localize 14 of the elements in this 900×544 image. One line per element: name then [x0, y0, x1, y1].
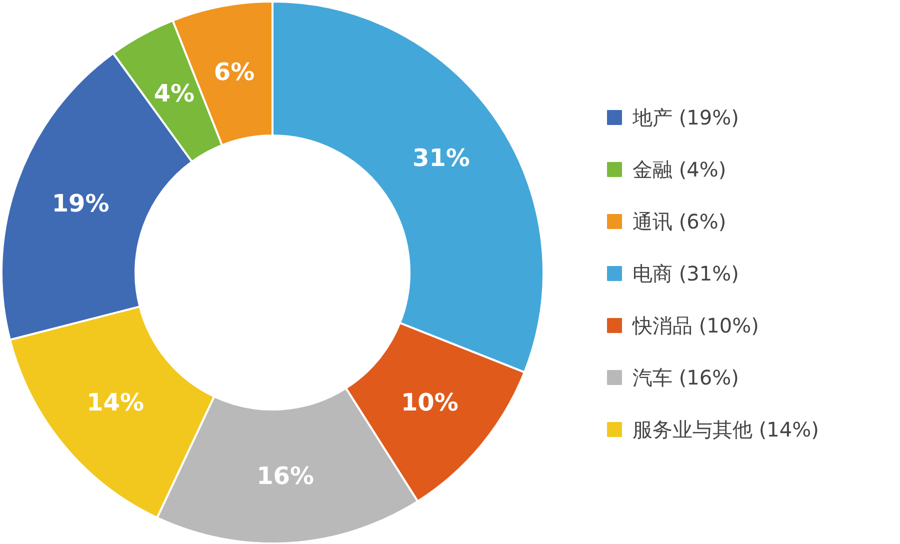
legend-label: 电商 (31%)	[632, 262, 739, 286]
legend-label: 通讯 (6%)	[632, 210, 726, 234]
data-label: 19%	[52, 189, 110, 218]
data-label: 31%	[412, 144, 470, 172]
legend-label: 快消品 (10%)	[632, 314, 759, 338]
legend-label: 地产 (19%)	[632, 106, 739, 130]
data-label: 10%	[400, 388, 458, 417]
legend-label: 金融 (4%)	[632, 158, 726, 182]
legend-label: 汽车 (16%)	[632, 366, 739, 390]
data-label: 14%	[86, 388, 144, 417]
data-label: 16%	[256, 462, 314, 490]
data-label: 4%	[154, 80, 195, 108]
data-label: 6%	[214, 58, 255, 86]
legend-label: 服务业与其他 (14%)	[632, 418, 819, 442]
